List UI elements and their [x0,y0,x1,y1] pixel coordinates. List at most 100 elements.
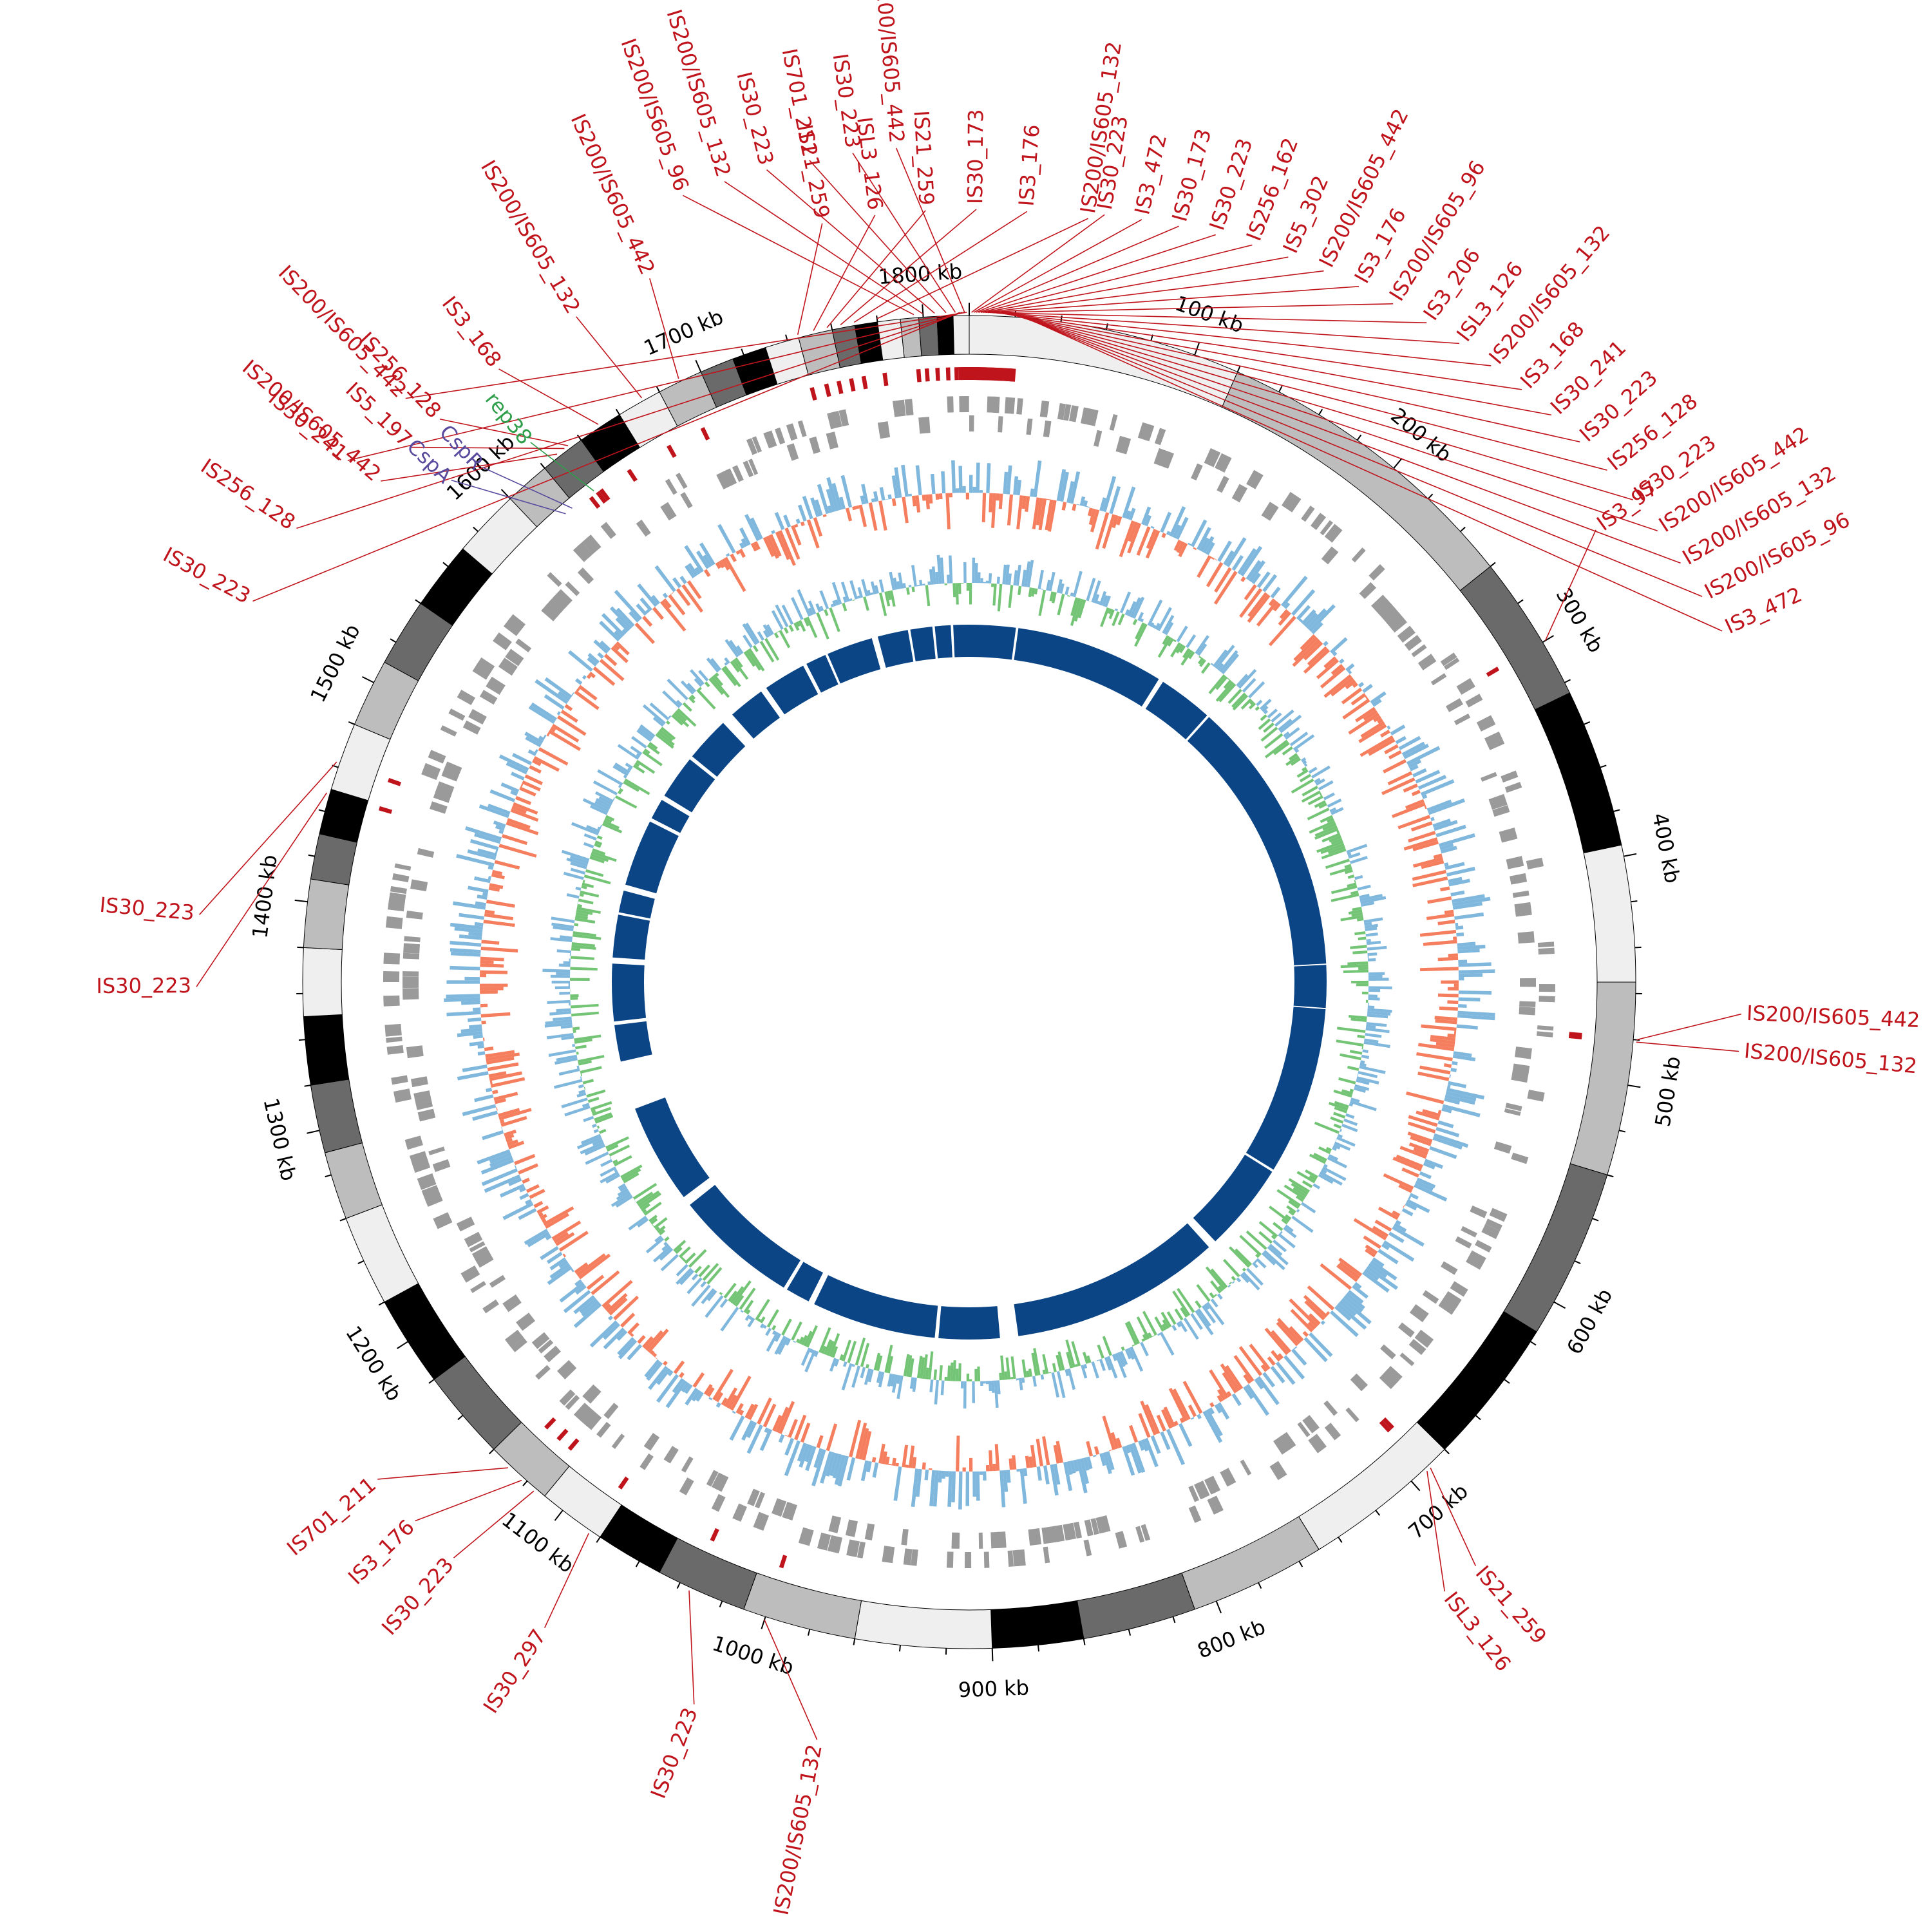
gc-skew-bar [1269,1206,1290,1223]
gc-skew-bar [1354,875,1363,880]
gc-skew-bar [960,1381,964,1388]
gc-skew-bar [1321,1166,1347,1181]
gc-skew-bar [1334,1141,1351,1151]
gc-skew-bar [1289,732,1309,746]
gc-content-bar [535,679,569,705]
gc-content-bar [519,1186,526,1193]
gc-content-bar [1429,1146,1457,1159]
gc-content-bar [673,1360,685,1374]
gc-skew-bar [673,712,690,728]
tick-mark [1393,458,1403,469]
gc-skew-bar [1046,580,1051,591]
tick-label: 1100 kb [497,1507,579,1578]
gc-content-bar [1036,1466,1042,1481]
gc-skew-bar [1368,972,1385,976]
gc-content-bar [540,1213,547,1220]
gc-skew-bar [969,583,972,605]
gc-skew-bar [977,1366,981,1381]
gc-skew-bar [1150,622,1155,628]
gc-skew-bar [1329,807,1337,813]
gc-content-bar [488,865,494,870]
gc-skew-bar [736,645,744,654]
gc-content-bar [461,1000,480,1005]
gc-skew-bar [766,624,774,636]
gc-content-bar [1394,1222,1407,1233]
gc-skew-bar [1040,588,1044,590]
gc-content-bar [540,1245,559,1260]
gc-skew-bar [1347,874,1355,879]
cds-feature [1517,931,1535,944]
gc-skew-bar [896,1375,901,1384]
gc-content-bar [663,598,672,609]
gc-content-bar [1090,509,1100,533]
cds-feature [596,1421,611,1438]
gc-skew-bar [966,583,969,591]
gc-skew-bar [988,573,992,583]
gc-content-bar [502,834,528,846]
gc-content-bar [1458,960,1468,964]
gc-content-bar [511,772,525,781]
callout-leader [415,1479,522,1522]
gc-content-bar [893,1466,902,1501]
gc-content-bar [730,553,737,562]
gc-content-bar [837,1455,849,1487]
gc-skew-bar [597,826,601,831]
gc-skew-bar [1314,828,1339,840]
gc-content-bar [1306,608,1327,630]
gc-content-bar [1430,817,1435,822]
gc-content-bar [1403,783,1418,793]
gc-content-bar [1106,1451,1115,1470]
gc-content-bar [681,584,704,613]
gc-content-bar [1217,1395,1224,1403]
gc-skew-bar [1267,708,1278,719]
gc-skew-bar [1367,956,1369,959]
gc-content-bar [685,1387,699,1406]
gc-skew-bar [1315,778,1325,786]
gc-content-bar [489,1155,513,1168]
gc-skew-bar [1344,869,1353,875]
callout-leader [840,209,977,325]
gc-skew-bar [929,1379,934,1392]
gc-content-bar [576,687,580,692]
cds-feature [1191,463,1203,481]
gc-content-bar [1427,896,1452,904]
gc-content-bar [891,498,896,507]
gc-content-bar [1383,1240,1415,1262]
gc-content-bar [1437,1110,1442,1114]
contig-segment [969,315,1238,408]
gc-content-bar [514,1153,536,1166]
gc-content-bar [462,1064,488,1072]
cds-feature [892,399,906,417]
gc-content-bar [481,1020,486,1025]
gc-content-bar [873,491,879,502]
gc-skew-bar [1296,769,1309,778]
gc-content-bar [495,849,498,854]
cds-feature [582,535,601,554]
gc-content-bar [887,494,892,500]
gc-skew-bar [1005,564,1010,585]
gc-skew-bar [600,824,602,828]
gc-skew-bar [1361,991,1368,995]
gc-skew-bar [596,835,603,840]
gc-skew-bar [1209,1292,1215,1299]
contig-segment [1569,981,1636,1176]
cds-feature [430,801,448,814]
gc-skew-bar [569,952,571,956]
cds-feature [681,1456,694,1473]
gc-content-bar [1416,1177,1436,1189]
cds-feature [774,427,786,445]
gc-skew-bar [573,931,596,937]
gc-skew-bar [1320,1169,1327,1174]
gc-content-bar [1323,674,1352,698]
gc-skew-bar [1349,1100,1377,1112]
gc-content-bar [712,1368,734,1401]
gc-content-bar [744,514,760,542]
gc-skew-bar [593,1128,599,1133]
callout-leader [990,303,1394,314]
gc-skew-bar [1171,1325,1177,1331]
gc-skew-bar [1350,1018,1367,1022]
gc-content-bar [644,1359,661,1378]
tick-mark [1607,1174,1614,1178]
tick-mark [415,599,421,604]
gc-skew-bar [580,1141,605,1155]
